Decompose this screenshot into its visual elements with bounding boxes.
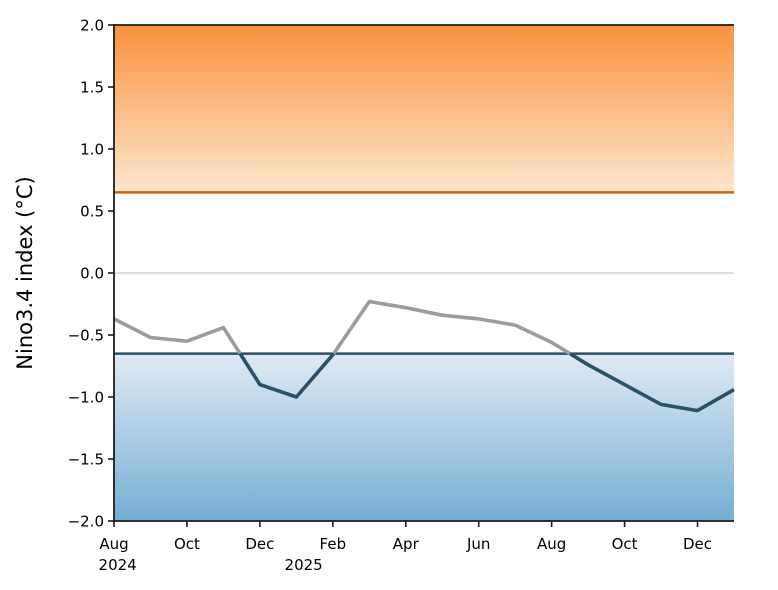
- x-axis: Aug Oct Dec Feb Apr Jun Aug Oct Dec 2024 2025: [99, 521, 712, 574]
- x-tick-label: Oct: [612, 535, 638, 553]
- nino34-series-line: [113, 299, 735, 413]
- x-tick-label: Aug: [99, 535, 128, 553]
- y-tick-label: −0.5: [68, 327, 104, 345]
- el-nino-region: [114, 25, 734, 193]
- y-tick-label: −2.0: [68, 513, 104, 531]
- y-axis: 2.0 1.5 1.0 0.5 0.0 −0.5 −1.0 −1.5 −2.0: [68, 17, 114, 531]
- x-tick-label: Dec: [683, 535, 712, 553]
- y-tick-label: −1.5: [68, 451, 104, 469]
- x-tick-label: Aug: [537, 535, 566, 553]
- y-tick-label: 1.0: [80, 141, 104, 159]
- x-tick-label: Feb: [320, 535, 347, 553]
- y-axis-label: Nino3.4 index (°C): [13, 176, 37, 369]
- y-tick-label: 0.0: [80, 265, 104, 283]
- y-tick-label: 2.0: [80, 17, 104, 35]
- x-tick-label: Apr: [393, 535, 420, 553]
- y-tick-label: 0.5: [80, 203, 104, 221]
- x-tick-label: Jun: [466, 535, 490, 553]
- x-tick-label: Oct: [174, 535, 200, 553]
- x-year-label: 2024: [99, 556, 137, 574]
- y-tick-label: −1.0: [68, 389, 104, 407]
- la-nina-region: [114, 353, 734, 521]
- y-tick-label: 1.5: [80, 79, 104, 97]
- x-year-label: 2025: [285, 556, 323, 574]
- x-tick-label: Dec: [245, 535, 274, 553]
